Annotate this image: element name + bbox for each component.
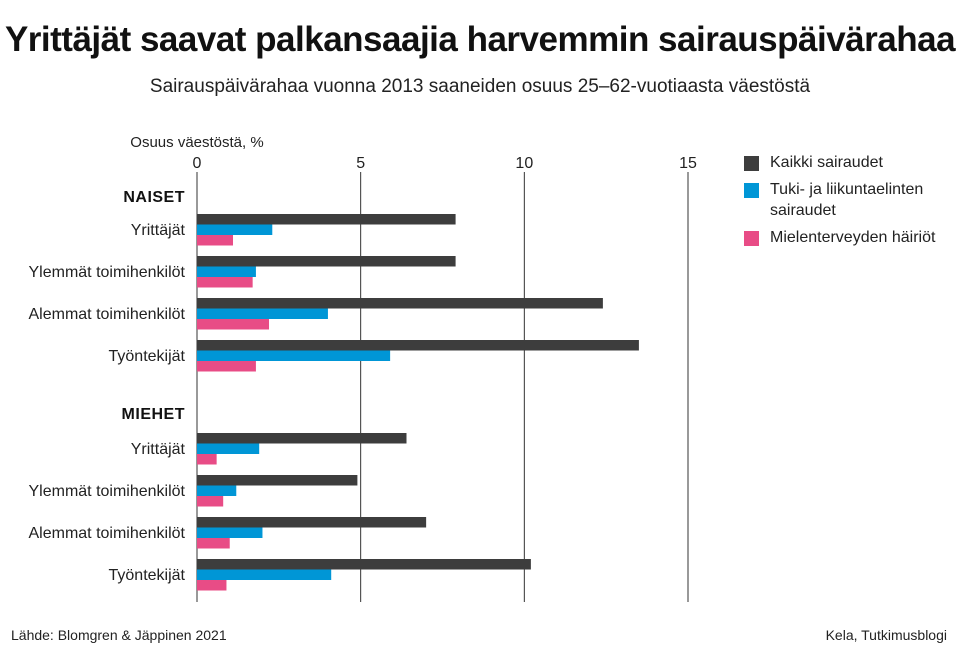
bar (197, 361, 256, 372)
chart-title: Yrittäjät saavat palkansaajia harvemmin … (4, 20, 956, 59)
bar (197, 277, 253, 288)
tick-label: 0 (193, 155, 202, 172)
bar (197, 256, 456, 267)
bar (197, 527, 263, 538)
axis-title: Osuus väestöstä, % (130, 134, 263, 151)
category-label: Ylemmät toimihenkilöt (29, 483, 186, 500)
legend-item-mental: Mielenterveyden häiriöt (744, 227, 959, 248)
category-label: Alemmat toimihenkilöt (29, 525, 186, 542)
legend-item-musculoskeletal: Tuki- ja liikuntaelinten sairaudet (744, 179, 959, 221)
legend-label: Mielenterveyden häiriöt (770, 229, 936, 246)
category-label: Ylemmät toimihenkilöt (29, 264, 186, 281)
bar (197, 454, 217, 465)
bar (197, 350, 391, 361)
bar (197, 266, 256, 277)
bar (197, 559, 531, 570)
group-label: MIEHET (122, 406, 185, 423)
group-label: NAISET (123, 189, 185, 206)
legend-swatch (744, 231, 759, 246)
legend-item-all: Kaikki sairaudet (744, 152, 959, 173)
bar (197, 319, 270, 330)
category-label: Työntekijät (109, 348, 186, 365)
bar (197, 538, 230, 549)
bar (197, 214, 456, 225)
legend-label: Tuki- ja liikuntaelinten sairaudet (770, 181, 924, 219)
category-label: Työntekijät (109, 567, 186, 584)
bar (197, 443, 260, 454)
bar (197, 496, 224, 507)
bar (197, 433, 407, 444)
legend-label: Kaikki sairaudet (770, 154, 883, 171)
category-label: Yrittäjät (131, 222, 186, 239)
bar (197, 298, 603, 309)
source-note: Lähde: Blomgren & Jäppinen 2021 (11, 627, 227, 643)
legend-swatch (744, 183, 759, 198)
bar (197, 475, 358, 486)
bar (197, 308, 328, 319)
bar (197, 580, 227, 591)
bar (197, 569, 332, 580)
bar (197, 485, 237, 496)
bar (197, 517, 427, 528)
credit-note: Kela, Tutkimusblogi (825, 627, 947, 643)
tick-label: 5 (356, 155, 365, 172)
tick-label: 15 (679, 155, 697, 172)
bar (197, 224, 273, 235)
category-label: Yrittäjät (131, 441, 186, 458)
legend: Kaikki sairaudet Tuki- ja liikuntaelinte… (744, 152, 959, 254)
bar (197, 235, 234, 246)
legend-swatch (744, 156, 759, 171)
tick-label: 10 (515, 155, 533, 172)
category-label: Alemmat toimihenkilöt (29, 306, 186, 323)
bar (197, 340, 639, 351)
chart-subtitle: Sairauspäivärahaa vuonna 2013 saaneiden … (149, 76, 811, 97)
